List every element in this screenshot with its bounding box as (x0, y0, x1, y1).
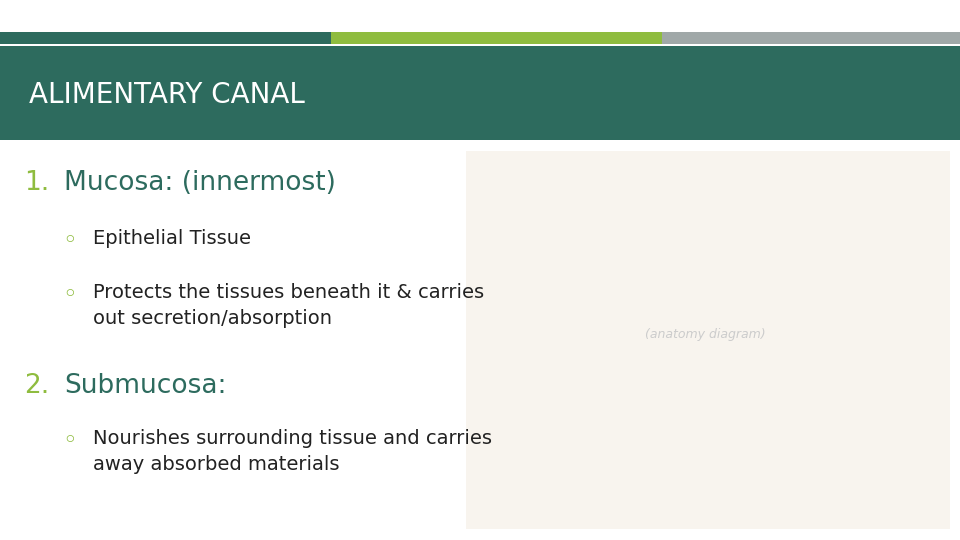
Text: Submucosa:: Submucosa: (64, 373, 227, 399)
Bar (466, 151, 950, 529)
Text: Nourishes surrounding tissue and carries
away absorbed materials: Nourishes surrounding tissue and carries… (93, 429, 492, 474)
Bar (331, 32, 662, 44)
Text: ◦: ◦ (62, 284, 77, 307)
Text: ALIMENTARY CANAL: ALIMENTARY CANAL (29, 81, 304, 109)
Text: Epithelial Tissue: Epithelial Tissue (93, 230, 252, 248)
Text: Protects the tissues beneath it & carries
out secretion/absorption: Protects the tissues beneath it & carrie… (93, 284, 484, 328)
Text: 2.: 2. (24, 373, 49, 399)
Text: 1.: 1. (24, 170, 49, 196)
Text: Mucosa: (innermost): Mucosa: (innermost) (64, 170, 336, 196)
Bar (0, 46, 960, 140)
Text: ◦: ◦ (62, 429, 77, 453)
Bar (0, 32, 331, 44)
Text: ◦: ◦ (62, 230, 77, 253)
Text: (anatomy diagram): (anatomy diagram) (645, 328, 766, 341)
Bar (662, 32, 960, 44)
